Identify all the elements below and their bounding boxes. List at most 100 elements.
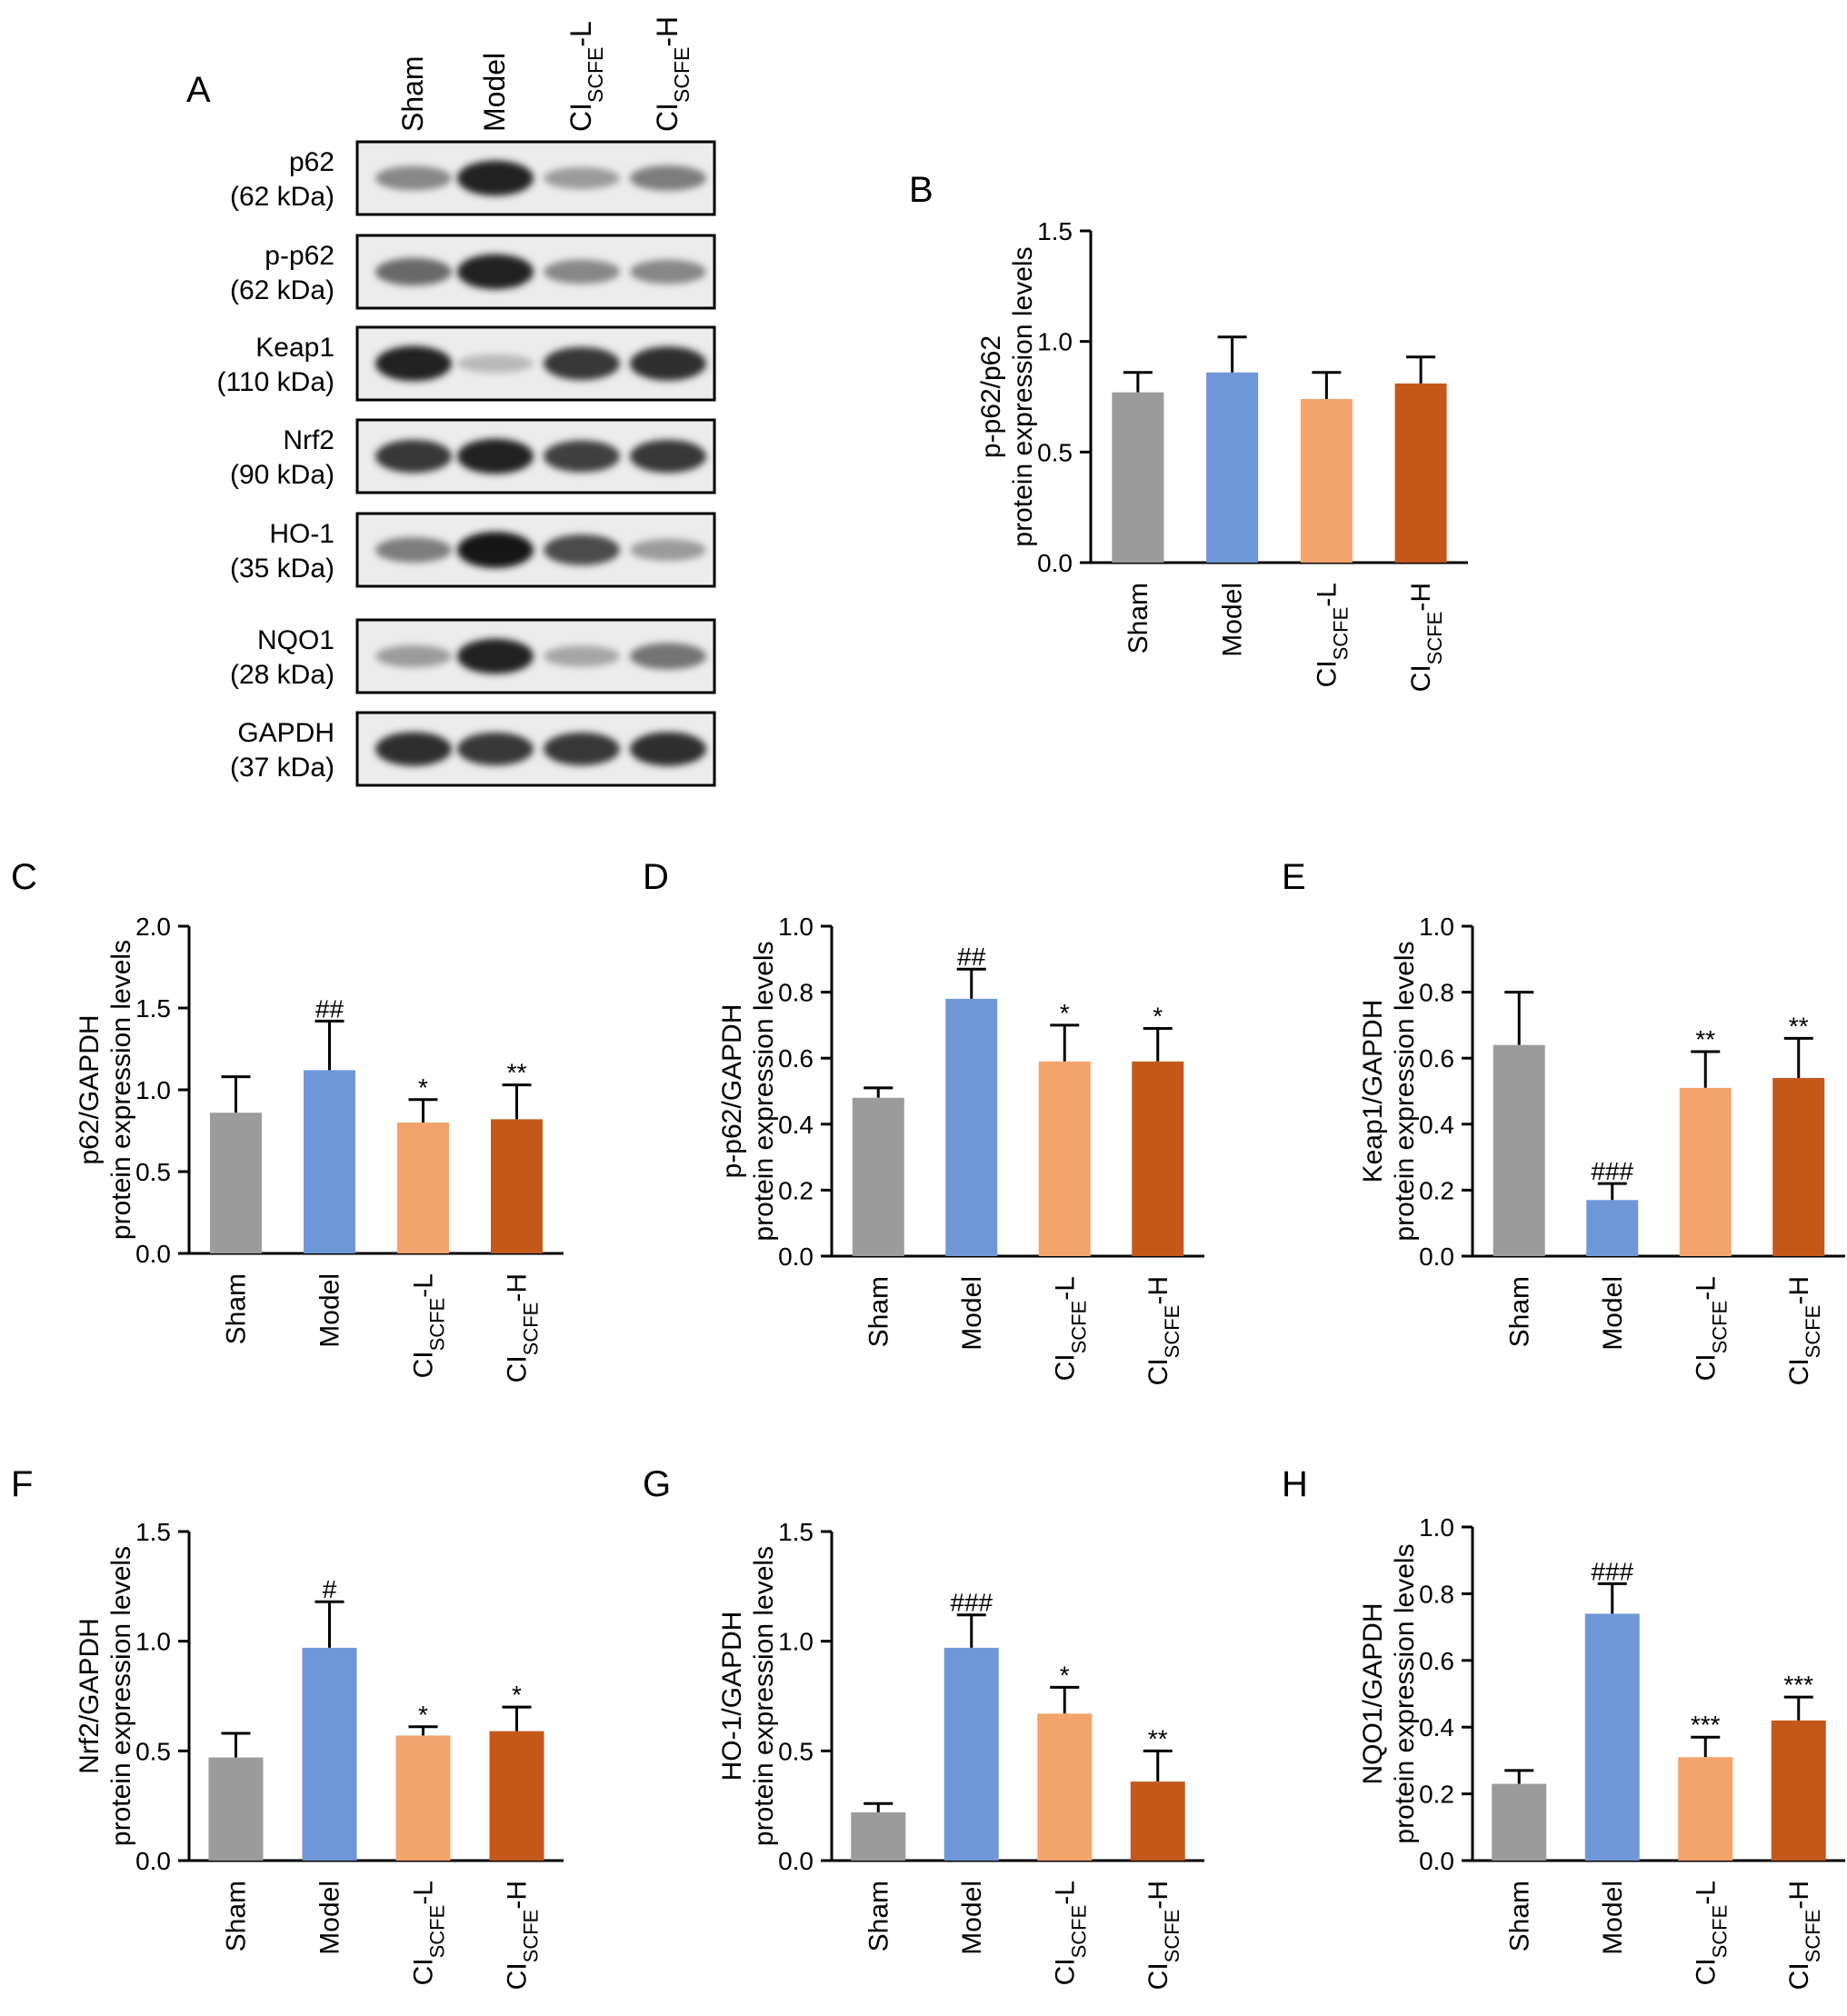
blot-band [630,538,706,562]
significance-label: * [418,1701,428,1729]
lane-label-3: CISCFE-L [564,21,607,132]
significance-label: ## [957,943,986,971]
chart-b: B 0.0 0.5 1.0 1.5 p-p62/p62 protein expression… [909,170,1468,692]
y-tick-label: 0.5 [135,1737,171,1765]
y-axis-label-line2: protein expression levels [749,1546,779,1846]
significance-label: ** [1148,1724,1168,1752]
x-tick-label: CISCFE-H [1784,1276,1824,1385]
y-tick-label: 1.5 [135,1518,171,1546]
y-tick-label: 0.0 [135,1240,171,1268]
bar-group-4: * CISCFE-H [489,1681,544,1990]
x-tick-label: CISCFE-H [503,1273,543,1382]
x-tick-label: CISCFE-H [503,1881,543,1990]
blot-protein-kda: (90 kDa) [230,460,334,490]
bar-group-1: Sham [1492,1769,1547,1951]
blot-band [630,346,706,381]
panel-label-b: B [909,170,933,210]
bar [1206,372,1259,563]
x-tick-label: Model [1218,583,1248,657]
bar-group-2: ### Model [1586,1157,1639,1351]
significance-label: # [323,1575,337,1603]
bar-group-3: CISCFE-L [1300,371,1353,687]
blot-band [630,165,706,191]
significance-label: ** [1695,1025,1715,1053]
significance-label: ### [1591,1157,1633,1185]
bar-group-2: ## Model [945,943,998,1351]
bar-group-3: * CISCFE-L [395,1701,451,1985]
y-tick-label: 0.8 [778,979,814,1007]
blot-band [457,638,534,674]
bar [302,1647,357,1861]
y-tick-label: 0.8 [1419,1580,1454,1608]
x-tick-label: Sham [1504,1881,1534,1951]
blot-row-gapdh: GAPDH (37 kDa) [230,711,716,787]
blot-band [457,354,534,374]
y-axis-label-line2: protein expression levels [106,940,136,1240]
y-axis-label: Nrf2/GAPDH [75,1618,105,1774]
blot-row-p62: p62 (62 kDa) [230,140,716,216]
x-tick-label: CISCFE-L [409,1273,449,1378]
y-tick-label: 0.2 [1419,1781,1454,1809]
bar [1586,1200,1639,1256]
blot-protein-name: p-p62 [265,241,334,271]
blot-band [630,643,706,670]
blot-band [375,439,452,474]
panel-label-a: A [186,70,211,110]
x-tick-label: Sham [864,1276,894,1347]
chart-d: D 0.0 0.2 0.4 0.6 0.8 1.0 p-p62/GAPDH protein ex… [643,857,1204,1385]
y-axis-label: Keap1/GAPDH [1358,1000,1388,1183]
bar [1771,1720,1826,1861]
bar [491,1119,543,1253]
y-tick-label: 1.5 [778,1518,814,1546]
y-tick-label: 0.5 [778,1737,814,1765]
significance-label: *** [1691,1711,1721,1739]
blot-protein-kda: (37 kDa) [230,753,334,783]
bar-charts: B0.00.51.01.5p-p62/p62 protein expression… [11,170,1845,1990]
chart-h: H 0.0 0.2 0.4 0.6 0.8 1.0 NQO1/GAPDH protein exp… [1282,1464,1845,1990]
panel-label-f: F [11,1464,33,1504]
y-axis-label: HO-1/GAPDH [717,1612,747,1781]
panel-label-c: C [11,857,37,897]
blot-row-ho-1: HO-1 (35 kDa) [230,512,716,588]
bar-group-2: ## Model [304,994,355,1348]
y-tick-label: 0.6 [1419,1647,1454,1675]
blot-band [375,257,452,286]
significance-label: * [1060,999,1070,1027]
bar-group-2: # Model [302,1575,357,1955]
bar [208,1757,264,1861]
y-tick-label: 0.2 [1419,1176,1454,1204]
blot-band [375,644,452,668]
significance-label: ### [950,1589,993,1617]
bar [1394,383,1447,563]
blot-protein-kda: (62 kDa) [230,275,334,305]
significance-label: ## [315,994,344,1023]
bar-group-1: Sham [210,1075,262,1344]
blot-band [544,645,620,667]
bar [1037,1713,1093,1861]
lane-label-2: Model [478,53,511,132]
y-axis-label-line2: protein expression levels [106,1546,136,1846]
blot-band [375,165,452,191]
x-tick-label: Sham [222,1881,252,1951]
lane-label-4: CISCFE-H [651,16,694,132]
y-tick-label: 0.0 [1037,549,1073,577]
bar-group-2: ### Model [1584,1557,1640,1955]
blot-band [630,439,706,474]
chart-c: C 0.0 0.5 1.0 1.5 2.0 p62/GAPDH protein express… [11,857,564,1382]
x-tick-label: CISCFE-L [409,1881,449,1985]
x-tick-label: CISCFE-L [1312,583,1352,687]
y-axis-label-line2: protein expression levels [1390,941,1420,1241]
bar-group-1: Sham [208,1732,264,1951]
bar-group-3: * CISCFE-L [397,1073,449,1378]
blot-protein-name: GAPDH [237,718,334,748]
bar-group-1: Sham [1493,991,1545,1347]
blot-band [457,532,534,568]
blot-band [375,537,452,563]
x-tick-label: CISCFE-H [1143,1881,1183,1990]
y-tick-label: 1.0 [778,1628,814,1656]
bar [304,1070,355,1253]
bar [945,998,998,1256]
y-tick-label: 1.0 [1419,1513,1454,1542]
